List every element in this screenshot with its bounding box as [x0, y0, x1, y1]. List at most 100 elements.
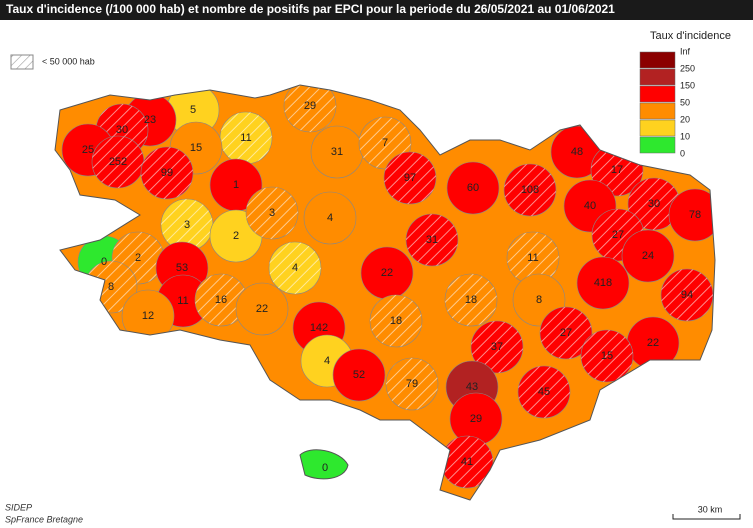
epci-label: 5 [190, 104, 196, 116]
epci-label: 30 [116, 124, 128, 136]
epci-hatch [92, 136, 144, 188]
epci-label: 17 [611, 164, 623, 176]
epci-area [576, 256, 630, 310]
epci-hatch [141, 147, 193, 199]
epci-hatch [441, 436, 493, 488]
epci-label: 27 [612, 229, 624, 241]
epci-area [621, 229, 675, 283]
hatch-label: < 50 000 hab [42, 56, 95, 66]
epci-label: 1 [233, 179, 239, 191]
legend-swatch [639, 85, 676, 103]
epci-label: 7 [382, 137, 388, 149]
epci-label: 22 [647, 337, 659, 349]
epci-label: 4 [327, 212, 333, 224]
legend-label: 0 [680, 148, 685, 158]
scale-bar [672, 514, 741, 520]
epci-hatch [161, 199, 213, 251]
epci-label: 12 [142, 310, 154, 322]
epci-hatch [471, 321, 523, 373]
legend-swatch [639, 68, 676, 86]
epci-label: 11 [240, 132, 251, 144]
epci-area [235, 282, 289, 336]
legend-swatch [639, 102, 676, 120]
epci-hatch [284, 85, 336, 132]
epci-hatch [406, 214, 458, 266]
epci-hatch [445, 274, 497, 326]
epci-label: 29 [304, 100, 316, 112]
source-line: SpFrance Bretagne [5, 514, 83, 524]
epci-hatch [220, 112, 272, 164]
epci-label: 37 [491, 341, 503, 353]
epci-area [446, 161, 500, 215]
epci-hatch [370, 295, 422, 347]
epci-label: 18 [390, 315, 402, 327]
epci-label: 15 [190, 142, 202, 154]
epci-hatch [507, 232, 559, 284]
epci-hatch [246, 187, 298, 239]
epci-label: 2 [135, 252, 141, 264]
epci-label: 79 [406, 378, 418, 390]
epci-label: 52 [353, 369, 365, 381]
epci-label: 41 [461, 456, 473, 468]
epci-label: 60 [467, 182, 479, 194]
epci-area [332, 348, 386, 402]
epci-label: 94 [681, 289, 693, 301]
island [299, 449, 349, 480]
legend-label: Inf [680, 46, 691, 56]
epci-label: 48 [571, 146, 583, 158]
epci-label: 27 [560, 327, 572, 339]
epci-label: 43 [466, 381, 478, 393]
epci-label: 0 [101, 256, 107, 268]
epci-label: 4 [292, 262, 298, 274]
epci-hatch [384, 152, 436, 204]
epci-label: 16 [215, 294, 227, 306]
epci-hatch [518, 366, 570, 418]
epci-hatch [195, 274, 247, 326]
legend-swatch [639, 119, 676, 137]
title-bar [0, 0, 753, 20]
epci-label: 3 [269, 207, 275, 219]
epci-label: 142 [310, 322, 328, 334]
epci-hatch [540, 307, 592, 359]
hatch-swatch [10, 54, 34, 70]
epci-label: 18 [465, 294, 477, 306]
legend-swatch [639, 136, 676, 154]
epci-label: 418 [594, 277, 612, 289]
legend-title: Taux d'incidence [650, 30, 731, 42]
legend: Inf 250 150 50 20 10 0 [639, 46, 695, 158]
epci-hatch [581, 330, 633, 382]
epci-label: 40 [584, 200, 596, 212]
epci-label: 99 [161, 167, 173, 179]
epci-label: 8 [536, 294, 542, 306]
epci-label: 0 [322, 462, 328, 474]
epci-label: 2 [233, 230, 239, 242]
epci-label: 15 [601, 350, 613, 362]
epci-label: 11 [527, 252, 538, 264]
epci-hatch [628, 178, 680, 230]
epci-label: 30 [648, 198, 660, 210]
epci-label: 8 [108, 281, 114, 293]
epci-label: 3 [184, 219, 190, 231]
epci-label: 22 [381, 267, 393, 279]
legend-swatch [639, 51, 676, 69]
legend-label: 50 [680, 97, 690, 107]
epci-label: 11 [177, 295, 188, 307]
legend-label: 10 [680, 131, 690, 141]
epci-label: 252 [109, 156, 127, 168]
epci-hatch [386, 358, 438, 410]
epci-label: 23 [144, 114, 156, 126]
epci-hatch [269, 242, 321, 294]
epci-area [668, 188, 715, 242]
epci-area [303, 191, 357, 245]
scale-label: 30 km [698, 504, 723, 514]
map-title: Taux d'incidence (/100 000 hab) et nombr… [6, 2, 615, 16]
epci-label: 97 [404, 172, 416, 184]
epci-label: 31 [331, 146, 343, 158]
epci-label: 78 [689, 209, 701, 221]
epci-label: 4 [324, 355, 330, 367]
epci-hatch [661, 269, 713, 321]
epci-hatch [504, 164, 556, 216]
legend-label: 20 [680, 114, 690, 124]
